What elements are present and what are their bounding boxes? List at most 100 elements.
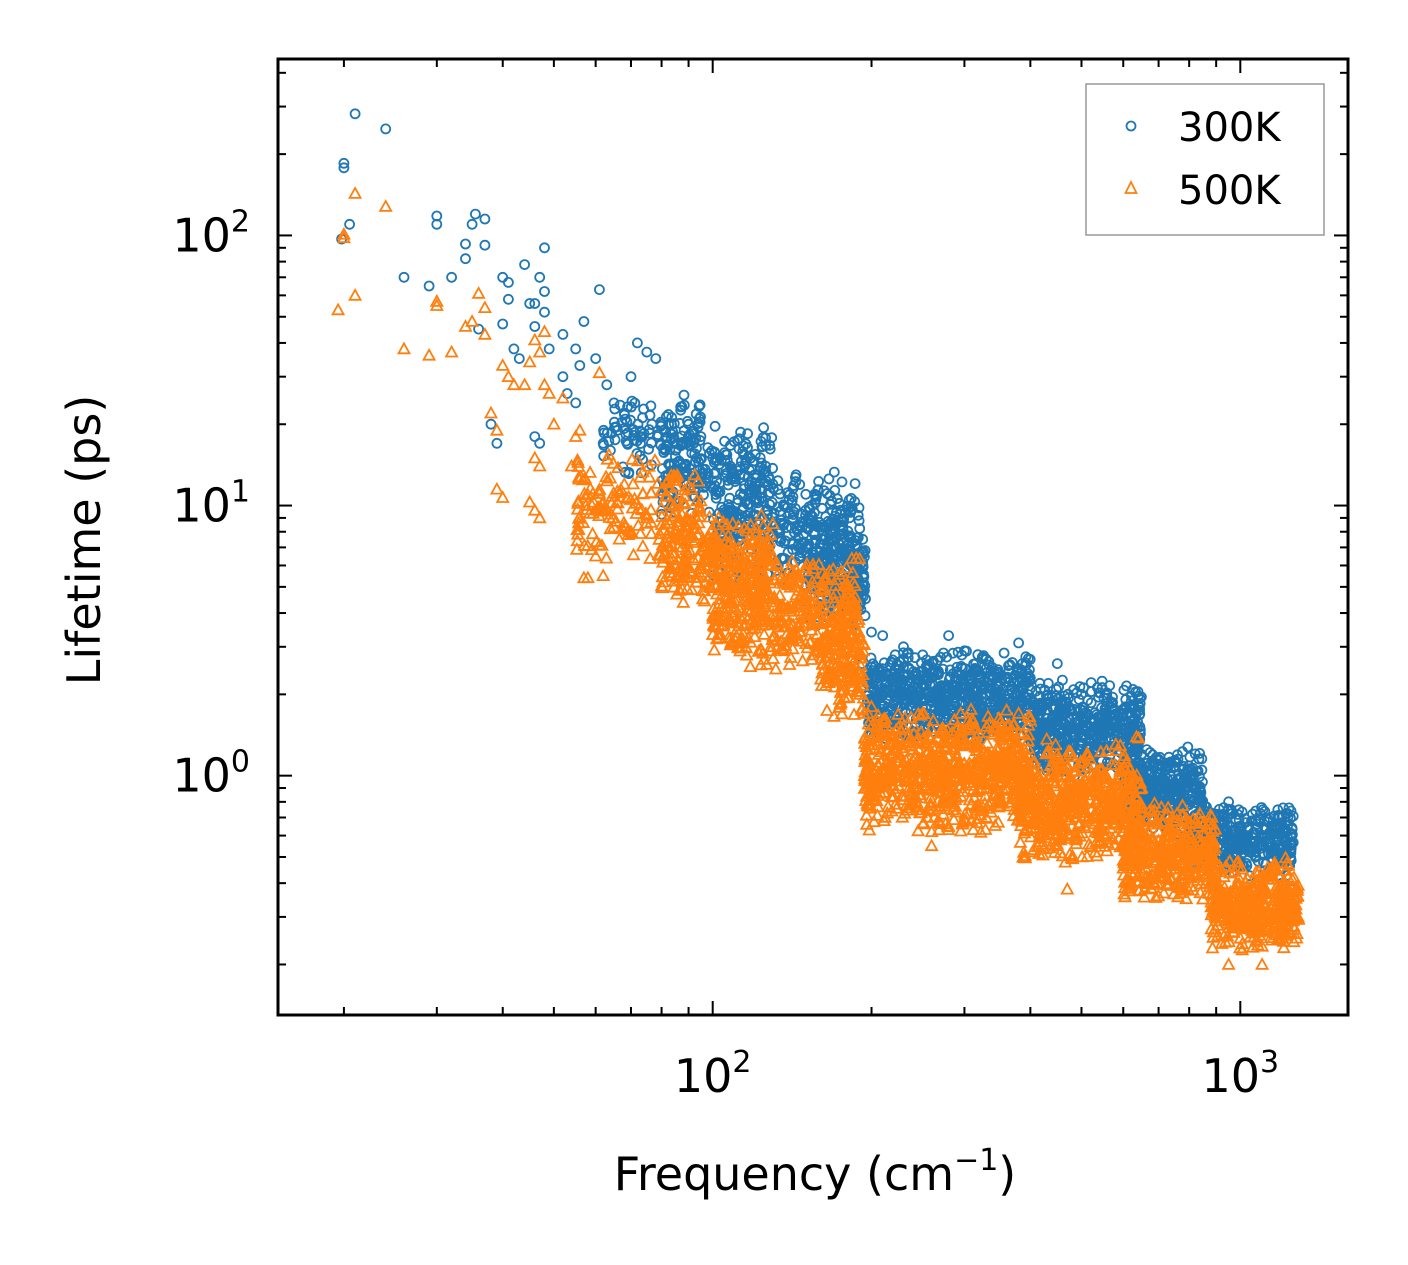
data-point-500k bbox=[735, 537, 750, 550]
data-point-500k bbox=[763, 527, 778, 540]
data-point-500k bbox=[754, 642, 769, 656]
data-point-300k bbox=[952, 646, 964, 658]
data-point-300k bbox=[485, 418, 497, 430]
data-point-300k bbox=[1239, 813, 1251, 825]
data-point-300k bbox=[497, 318, 509, 330]
data-point-500k bbox=[830, 609, 845, 623]
data-point-300k bbox=[1074, 681, 1086, 692]
data-point-500k bbox=[784, 617, 799, 630]
data-point-300k bbox=[693, 400, 705, 412]
data-point-500k bbox=[670, 528, 685, 542]
data-point-500k bbox=[590, 502, 605, 515]
data-point-300k bbox=[941, 651, 953, 663]
data-point-300k bbox=[1116, 725, 1128, 736]
data-point-500k bbox=[966, 822, 981, 835]
data-point-300k bbox=[529, 321, 541, 332]
data-point-300k bbox=[1141, 744, 1153, 755]
data-point-300k bbox=[539, 242, 550, 254]
data-point-500k bbox=[601, 447, 616, 461]
data-point-300k bbox=[1111, 716, 1122, 727]
data-point-300k bbox=[1173, 761, 1185, 773]
data-point-500k bbox=[833, 626, 848, 640]
data-point-500k bbox=[571, 522, 586, 535]
data-point-500k bbox=[624, 452, 640, 465]
data-point-500k bbox=[654, 578, 669, 592]
data-point-500k bbox=[982, 769, 997, 783]
data-point-500k bbox=[336, 230, 351, 244]
data-point-500k bbox=[848, 590, 863, 603]
data-point-500k bbox=[831, 605, 846, 619]
data-point-500k bbox=[922, 803, 937, 817]
data-point-500k bbox=[834, 595, 849, 609]
data-point-300k bbox=[749, 486, 761, 498]
data-point-500k bbox=[775, 597, 790, 611]
data-point-500k bbox=[947, 766, 962, 779]
data-point-500k bbox=[1002, 798, 1017, 812]
data-point-300k bbox=[1124, 738, 1135, 750]
data-point-300k bbox=[947, 704, 959, 716]
data-point-300k bbox=[1092, 682, 1103, 693]
data-point-500k bbox=[835, 646, 850, 660]
data-point-500k bbox=[669, 469, 684, 483]
data-point-300k bbox=[609, 434, 621, 446]
data-point-500k bbox=[854, 701, 870, 714]
data-point-500k bbox=[987, 776, 1002, 789]
data-point-500k bbox=[546, 416, 561, 430]
data-point-300k bbox=[1218, 802, 1230, 814]
data-point-300k bbox=[787, 538, 799, 550]
data-point-500k bbox=[606, 456, 621, 469]
data-point-500k bbox=[683, 564, 698, 577]
data-point-300k bbox=[954, 669, 966, 680]
data-point-300k bbox=[902, 675, 914, 686]
data-point-500k bbox=[969, 802, 984, 816]
data-point-300k bbox=[479, 213, 491, 225]
data-point-500k bbox=[635, 464, 650, 478]
data-point-300k bbox=[740, 438, 752, 450]
data-point-500k bbox=[844, 629, 859, 642]
data-point-300k bbox=[1224, 839, 1235, 851]
data-point-300k bbox=[1131, 747, 1143, 759]
data-point-500k bbox=[923, 721, 938, 734]
data-point-500k bbox=[865, 718, 880, 731]
data-point-500k bbox=[949, 723, 964, 736]
data-point-500k bbox=[910, 762, 925, 775]
data-point-500k bbox=[941, 822, 956, 835]
data-point-500k bbox=[693, 561, 709, 575]
data-point-300k bbox=[834, 497, 845, 509]
data-point-500k bbox=[751, 644, 766, 657]
data-point-300k bbox=[1126, 699, 1138, 711]
data-point-500k bbox=[666, 579, 681, 593]
data-point-500k bbox=[857, 736, 872, 749]
data-point-500k bbox=[501, 369, 516, 383]
data-point-500k bbox=[991, 766, 1007, 779]
data-point-500k bbox=[966, 782, 981, 795]
data-point-300k bbox=[1190, 797, 1202, 809]
data-point-300k bbox=[1035, 698, 1047, 709]
data-point-300k bbox=[793, 520, 805, 532]
data-point-500k bbox=[583, 465, 598, 478]
data-point-300k bbox=[970, 658, 982, 669]
data-point-500k bbox=[858, 764, 873, 778]
data-point-300k bbox=[1174, 778, 1186, 790]
data-point-500k bbox=[711, 617, 726, 630]
data-point-300k bbox=[491, 437, 503, 449]
data-point-300k bbox=[1154, 751, 1166, 763]
data-point-500k bbox=[969, 784, 984, 798]
data-point-500k bbox=[754, 507, 769, 521]
data-point-500k bbox=[693, 542, 709, 556]
data-point-500k bbox=[821, 640, 836, 653]
data-point-300k bbox=[668, 432, 680, 444]
data-point-500k bbox=[687, 467, 702, 481]
data-point-500k bbox=[555, 390, 570, 404]
data-point-300k bbox=[1121, 709, 1132, 721]
data-point-300k bbox=[1013, 637, 1024, 649]
data-point-500k bbox=[963, 702, 979, 715]
data-point-300k bbox=[894, 689, 905, 701]
data-point-500k bbox=[610, 460, 626, 474]
data-point-500k bbox=[925, 738, 940, 752]
data-point-300k bbox=[880, 668, 891, 680]
data-point-500k bbox=[686, 520, 702, 534]
data-point-500k bbox=[712, 630, 727, 644]
data-point-300k bbox=[1052, 713, 1064, 725]
data-point-500k bbox=[577, 486, 592, 500]
